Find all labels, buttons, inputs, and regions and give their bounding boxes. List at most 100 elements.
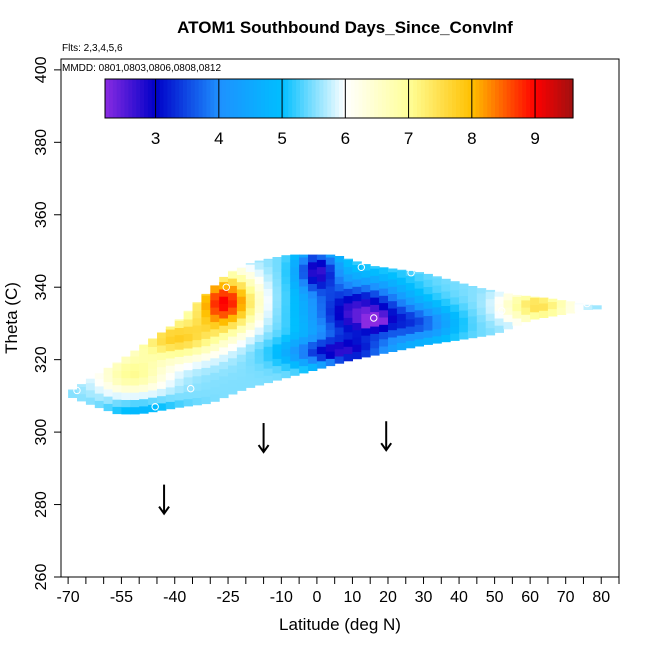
heatmap-cell — [485, 289, 496, 292]
colorbar-segment — [374, 79, 379, 118]
heatmap-cell — [157, 374, 167, 382]
colorbar-segment — [300, 79, 305, 118]
chart-title: ATOM1 Southbound Days_Since_ConvInf — [177, 18, 513, 37]
colorbar-segment — [151, 79, 157, 118]
heatmap-cell — [316, 266, 327, 275]
heatmap-cell — [441, 298, 451, 306]
heatmap-cell — [165, 358, 176, 366]
heatmap-cell — [236, 318, 247, 326]
heatmap-cell — [219, 354, 229, 362]
heatmap-cell — [183, 391, 193, 400]
heatmap-cell — [121, 385, 131, 393]
heatmap-cell — [210, 379, 220, 388]
down-arrow-head — [158, 506, 170, 516]
heatmap-cell — [370, 311, 380, 320]
colorbar-segment — [385, 79, 391, 118]
heatmap-cell — [201, 295, 211, 303]
heatmap-cell — [467, 323, 478, 331]
heatmap-cell — [459, 324, 469, 333]
heatmap-cell — [308, 290, 318, 299]
heatmap-cell — [379, 295, 389, 304]
colorbar-tick-label: 7 — [404, 129, 413, 148]
heatmap-cell — [157, 332, 167, 339]
heatmap-cell — [165, 379, 176, 388]
colorbar-segment — [440, 79, 445, 118]
heatmap-cell — [210, 285, 220, 294]
heatmap-cell — [228, 321, 238, 330]
heatmap-cell — [485, 327, 496, 336]
colorbar-segment — [124, 79, 129, 118]
heatmap-cell — [467, 308, 478, 317]
heatmap-cell — [432, 321, 442, 330]
heatmap-cell — [290, 324, 300, 333]
heatmap-cell — [539, 297, 549, 304]
colorbar-segment — [292, 79, 297, 118]
heatmap-cell — [236, 266, 247, 268]
heatmap-cell — [77, 393, 87, 402]
heatmap-cell — [325, 293, 336, 301]
colorbar-segment — [522, 79, 527, 118]
heatmap-cell — [423, 337, 433, 345]
heatmap-cell — [423, 273, 433, 280]
heatmap-cell — [236, 368, 247, 377]
heatmap-cell — [245, 293, 256, 301]
colorbar-segment — [233, 79, 239, 118]
heatmap-cell — [148, 338, 158, 340]
colorbar-segment — [393, 79, 399, 118]
heatmap-cell — [467, 287, 478, 295]
heatmap-cell — [157, 352, 167, 360]
heatmap-cell — [334, 312, 345, 321]
x-axis-tick-label: 40 — [450, 589, 468, 606]
heatmap-cell — [361, 277, 371, 285]
heatmap-cell — [174, 400, 185, 408]
heatmap-cell — [228, 307, 238, 315]
heatmap-cell — [201, 374, 211, 383]
colorbar-segment — [452, 79, 457, 118]
heatmap-cell — [379, 280, 389, 289]
colorbar-segment — [409, 79, 414, 118]
heatmap-cell — [530, 311, 540, 320]
heatmap-cell — [183, 333, 193, 342]
heatmap-cell — [165, 401, 176, 410]
heatmap-cell — [245, 358, 256, 367]
heatmap-cell — [396, 277, 407, 285]
heatmap-cell — [388, 344, 398, 352]
heatmap-cell — [343, 273, 353, 282]
heatmap-cell — [112, 363, 122, 371]
heatmap-cell — [299, 322, 309, 330]
heatmap-cell — [281, 327, 291, 335]
heatmap-cell — [414, 331, 424, 340]
colorbar-tick-label: 5 — [277, 129, 286, 148]
heatmap-cell — [565, 301, 576, 307]
heatmap-cell — [219, 310, 229, 319]
heatmap-cell — [228, 285, 238, 294]
heatmap-cell — [254, 319, 265, 328]
heatmap-cell — [272, 307, 282, 316]
heatmap-cell — [485, 291, 496, 300]
heatmap-cell — [85, 378, 96, 384]
heatmap-cell — [148, 397, 158, 405]
plot-frame — [60, 58, 620, 578]
heatmap-cell — [352, 351, 362, 360]
heatmap-cell — [165, 387, 176, 395]
colorbar-segment — [136, 79, 141, 118]
heatmap-cell — [183, 369, 193, 378]
colorbar-segment — [475, 79, 480, 118]
heatmap-cell — [388, 300, 398, 309]
heatmap-cell — [245, 344, 256, 352]
heatmap-cell — [370, 289, 380, 298]
heatmap-cell — [547, 301, 558, 310]
heatmap-cell — [325, 286, 336, 294]
heatmap-cell — [130, 385, 140, 393]
colorbar-segment — [448, 79, 453, 118]
colorbar-segment — [288, 79, 293, 118]
x-axis-tick-label: 50 — [486, 589, 504, 606]
colorbar-segment — [206, 79, 211, 118]
heatmap-cell — [245, 271, 256, 280]
heatmap-cell — [272, 286, 282, 294]
heatmap-cell — [476, 329, 487, 337]
heatmap-cell — [192, 325, 202, 333]
colorbar-segment — [327, 79, 332, 118]
heatmap-cell — [139, 384, 149, 392]
heatmap-cell — [290, 295, 300, 304]
